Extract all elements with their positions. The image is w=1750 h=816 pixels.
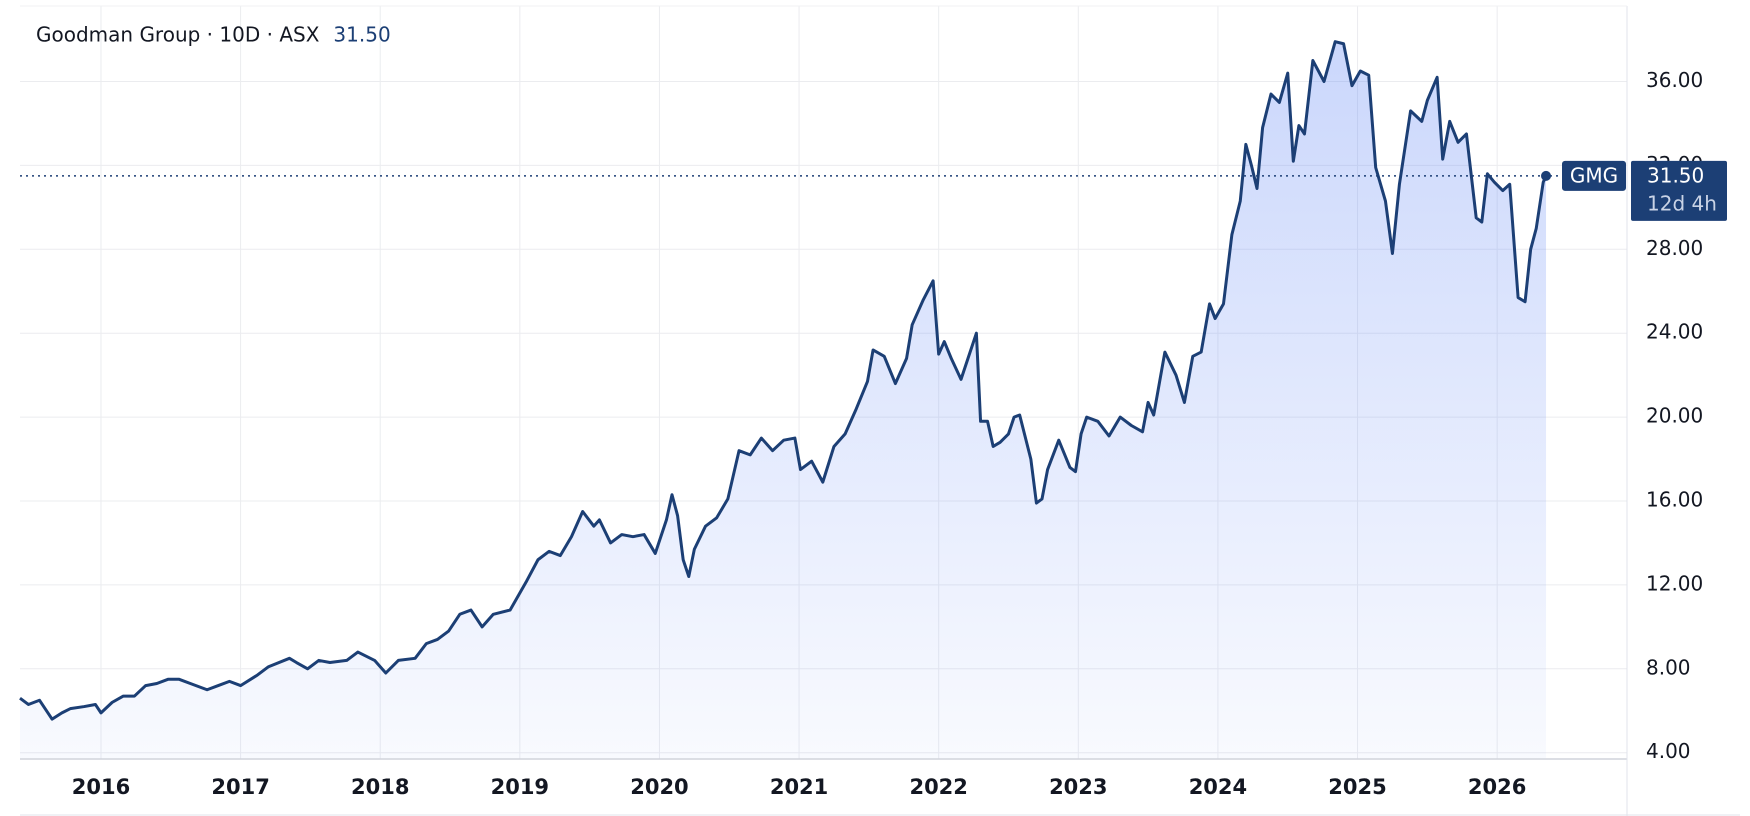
area-fill [20,41,1547,760]
x-tick-label: 2025 [1328,775,1386,799]
price-badge-value: 31.50 [1647,163,1704,187]
x-tick-label: 2020 [630,775,688,799]
x-tick-label: 2021 [770,775,828,799]
plot [19,40,1627,760]
y-tick-label: 20.00 [1646,404,1703,428]
last-point [1541,170,1552,181]
symbol-badge-bg [1562,160,1626,191]
x-tick-label: 2024 [1189,775,1247,799]
y-tick-label: 36.00 [1646,68,1703,92]
price-badge-bg [1631,160,1727,221]
axes: 2016 2017 2018 2019 2020 2021 2022 2023 2024 2025… [20,5,1740,816]
price-badge: GMG 31.50 12d 4h [1562,160,1727,221]
x-tick-label: 2023 [1049,775,1107,799]
y-tick-label: 16.00 [1646,488,1703,512]
symbol-badge: GMG [1570,163,1618,187]
chart-title: Goodman Group · 10D · ASX [36,23,320,47]
price-line [19,40,1548,721]
x-tick-label: 2016 [72,775,130,799]
x-tick-label: 2017 [211,775,269,799]
y-tick-label: 28.00 [1646,236,1703,260]
header-price: 31.50 [333,23,390,47]
x-tick-label: 2022 [909,775,967,799]
x-tick-label: 2018 [351,775,409,799]
y-tick-label: 12.00 [1646,571,1703,595]
y-tick-label: 8.00 [1646,655,1691,679]
price-badge-countdown: 12d 4h [1647,191,1717,215]
y-tick-label: 24.00 [1646,320,1703,344]
x-tick-label: 2019 [491,775,549,799]
x-tick-label: 2026 [1468,775,1526,799]
y-tick-label: 4.00 [1646,739,1691,763]
